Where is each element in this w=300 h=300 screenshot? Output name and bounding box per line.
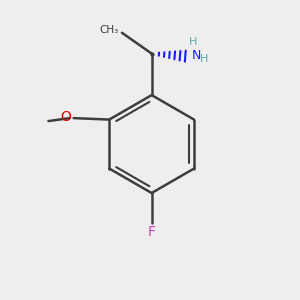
Text: O: O [61,110,72,124]
Text: CH₃: CH₃ [99,26,119,35]
Text: N: N [192,49,201,62]
Text: H: H [188,37,197,47]
Text: methoxy: methoxy [9,115,46,124]
Text: H: H [200,54,208,64]
Text: F: F [148,225,156,239]
